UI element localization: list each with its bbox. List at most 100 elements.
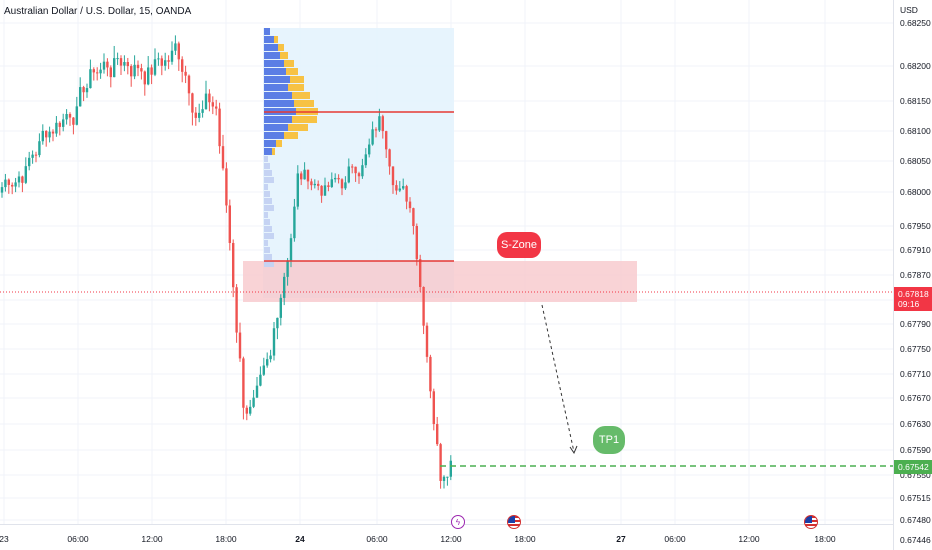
candle-body [306,169,310,182]
candle-body [422,286,425,326]
current-price-tag: 0.67818 09:16 [894,287,932,311]
candle-body [160,58,163,66]
candle-body [24,166,27,183]
candle-body [242,358,245,408]
candle-body [99,69,102,74]
candle-body [38,141,41,156]
candle-body [385,131,388,150]
volume-profile-bar [276,140,282,147]
candle-body [191,93,194,113]
candle-body [157,58,160,60]
candlestick-chart[interactable] [0,0,893,524]
candle-body [303,169,306,180]
candle-body [266,359,269,366]
volume-profile-bar [292,116,317,123]
candle-body [405,186,408,202]
candle-body [14,182,17,187]
candle-body [177,43,180,60]
flash-icon[interactable]: ϟ [451,515,465,529]
volume-profile-bar [264,170,272,176]
candle-body [7,179,10,185]
candle-body [347,166,350,183]
volume-profile-bar [290,76,304,83]
candle-body [123,62,126,66]
candle-body [252,397,255,407]
time-tick-label: 12:00 [141,534,163,544]
price-tick-label: 0.68250 [900,18,931,28]
candle-body [0,187,4,193]
price-tick-label: 0.68100 [900,126,931,136]
candle-body [429,356,432,392]
candle-body [293,206,296,239]
candle-body [419,259,422,287]
volume-profile-bar [264,254,272,260]
currency-label: USD [900,5,918,15]
supply-zone [243,261,637,302]
candle-body [194,112,197,118]
price-tick-label: 0.67670 [900,393,931,403]
s-zone-label: S-Zone [497,232,541,258]
candle-body [439,444,442,481]
price-tick-label: 0.67515 [900,493,931,503]
candle-body [215,106,218,109]
candle-body [164,60,167,66]
price-tick-label: 0.67950 [900,221,931,231]
price-tick-label: 0.67910 [900,245,931,255]
candle-body [41,130,44,142]
volume-profile-bar [264,28,270,35]
candle-body [364,154,367,166]
candle-body [317,183,320,186]
candle-body [351,166,354,168]
price-tick-label: 0.67630 [900,419,931,429]
time-tick-label: 23 [0,534,9,544]
candle-body [412,208,415,227]
candle-body [225,168,228,206]
time-axis[interactable]: 23 06:00 12:00 18:00 24 06:00 12:00 18:00 27 06:0… [0,524,893,550]
candle-body [4,179,7,188]
candle-body [262,365,265,375]
price-tick-label: 0.68200 [900,61,931,71]
candle-body [79,87,82,107]
candle-body [436,424,439,445]
volume-profile-bar [264,156,268,162]
volume-profile-bar [264,198,272,204]
candle-body [327,185,330,187]
volume-profile-bar [264,184,268,190]
candle-body [136,64,140,69]
candle-body [106,61,109,68]
chart-pane[interactable]: Australian Dollar / U.S. Dollar, 15, OAN… [0,0,893,524]
bar-countdown: 09:16 [898,299,920,309]
candle-body [65,114,68,120]
candle-body [51,131,55,134]
candle-body [395,185,398,191]
target-price: 0.67542 [898,462,929,472]
price-axis[interactable]: USD 0.68250 0.68200 0.68150 0.68100 0.68050 0… [893,0,932,550]
volume-profile-bar [264,163,270,169]
volume-profile-bar [264,140,276,147]
target-price-tag: 0.67542 [894,460,932,474]
time-tick-label: 06:00 [664,534,686,544]
volume-profile-bar [274,36,278,43]
projection-arrow [541,304,575,453]
arrow-head-icon [569,445,578,455]
candle-body [272,328,276,356]
us-flag-icon[interactable] [804,515,818,529]
candle-body [340,179,344,189]
candle-body [126,62,129,67]
candle-body [235,287,238,333]
candle-body [204,93,208,110]
volume-profile-bar [280,52,288,59]
candle-body [449,460,452,477]
candle-body [255,385,259,398]
candle-body [96,72,99,74]
us-flag-icon[interactable] [507,515,521,529]
candle-body [408,201,412,209]
candle-body [208,93,211,103]
candle-body [442,476,446,481]
candle-body [283,276,286,298]
volume-profile-bar [264,177,274,183]
candle-body [228,205,231,243]
candle-body [354,166,357,174]
volume-profile-bar [264,191,270,197]
volume-profile-bar [264,148,272,155]
